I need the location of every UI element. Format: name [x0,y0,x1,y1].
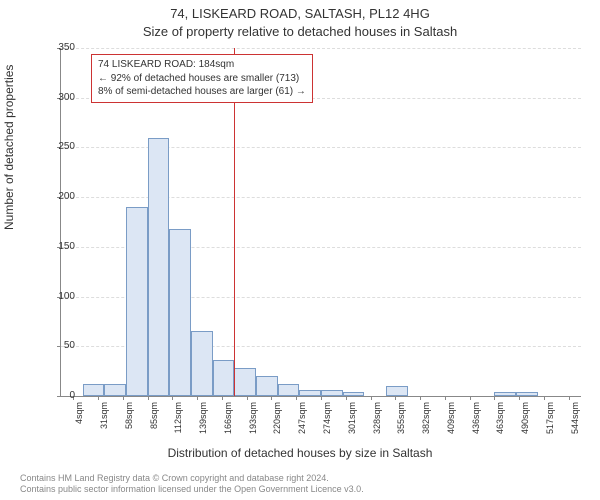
x-tick-label: 382sqm [421,402,431,442]
x-tick-label: 355sqm [396,402,406,442]
x-tick-label: 463sqm [495,402,505,442]
x-tick-label: 193sqm [248,402,258,442]
grid-line [61,197,581,198]
y-tick-label: 200 [45,191,75,202]
histogram-bar [104,384,126,396]
x-tick [569,396,570,400]
x-tick [544,396,545,400]
x-tick [371,396,372,400]
x-tick [346,396,347,400]
y-tick-label: 0 [45,390,75,401]
x-tick [494,396,495,400]
x-tick-label: 220sqm [272,402,282,442]
x-tick-label: 436sqm [471,402,481,442]
x-tick [271,396,272,400]
info-line-2: ← 92% of detached houses are smaller (71… [98,72,306,86]
histogram-bar [256,376,278,396]
x-tick-label: 139sqm [198,402,208,442]
x-tick [519,396,520,400]
histogram-bar [191,331,213,396]
x-tick-label: 544sqm [570,402,580,442]
x-tick [197,396,198,400]
x-tick-label: 247sqm [297,402,307,442]
x-tick [420,396,421,400]
x-tick-label: 490sqm [520,402,530,442]
y-axis-label: Number of detached properties [2,65,16,230]
histogram-bar [321,390,343,396]
histogram-bar [169,229,191,396]
x-tick [395,396,396,400]
x-tick-label: 31sqm [99,402,109,442]
x-tick [445,396,446,400]
x-tick-label: 166sqm [223,402,233,442]
x-tick-label: 409sqm [446,402,456,442]
x-tick [148,396,149,400]
footer-line-2: Contains public sector information licen… [20,484,364,496]
x-tick [222,396,223,400]
x-tick-label: 85sqm [149,402,159,442]
x-tick [123,396,124,400]
histogram-bar [494,392,516,396]
info-box: 74 LISKEARD ROAD: 184sqm ← 92% of detach… [91,54,313,103]
x-tick [321,396,322,400]
x-axis-label: Distribution of detached houses by size … [0,446,600,460]
y-tick-label: 300 [45,92,75,103]
x-tick-label: 4sqm [74,402,84,442]
x-tick-label: 58sqm [124,402,134,442]
x-tick [296,396,297,400]
footer-line-1: Contains HM Land Registry data © Crown c… [20,473,364,485]
y-tick-label: 350 [45,42,75,53]
grid-line [61,48,581,49]
histogram-bar [278,384,300,396]
footer-attribution: Contains HM Land Registry data © Crown c… [20,473,364,496]
histogram-bar [299,390,321,396]
histogram-bar [386,386,408,396]
x-tick [98,396,99,400]
grid-line [61,147,581,148]
chart-title-address: 74, LISKEARD ROAD, SALTASH, PL12 4HG [0,6,600,21]
info-line-1: 74 LISKEARD ROAD: 184sqm [98,58,306,72]
y-tick-label: 250 [45,141,75,152]
chart-container: 74, LISKEARD ROAD, SALTASH, PL12 4HG Siz… [0,0,600,500]
x-tick-label: 328sqm [372,402,382,442]
y-tick-label: 50 [45,340,75,351]
histogram-bar [234,368,256,396]
x-tick-label: 274sqm [322,402,332,442]
histogram-bar [83,384,105,396]
histogram-bar [148,138,170,397]
x-tick-label: 517sqm [545,402,555,442]
x-tick-label: 301sqm [347,402,357,442]
x-tick [172,396,173,400]
x-tick-label: 112sqm [173,402,183,442]
x-tick [470,396,471,400]
y-tick-label: 150 [45,241,75,252]
y-tick-label: 100 [45,291,75,302]
info-line-3: 8% of semi-detached houses are larger (6… [98,85,306,99]
x-tick [247,396,248,400]
chart-title-desc: Size of property relative to detached ho… [0,24,600,39]
plot-area: 74 LISKEARD ROAD: 184sqm ← 92% of detach… [60,48,581,397]
histogram-bar [126,207,148,396]
histogram-bar [213,360,235,396]
